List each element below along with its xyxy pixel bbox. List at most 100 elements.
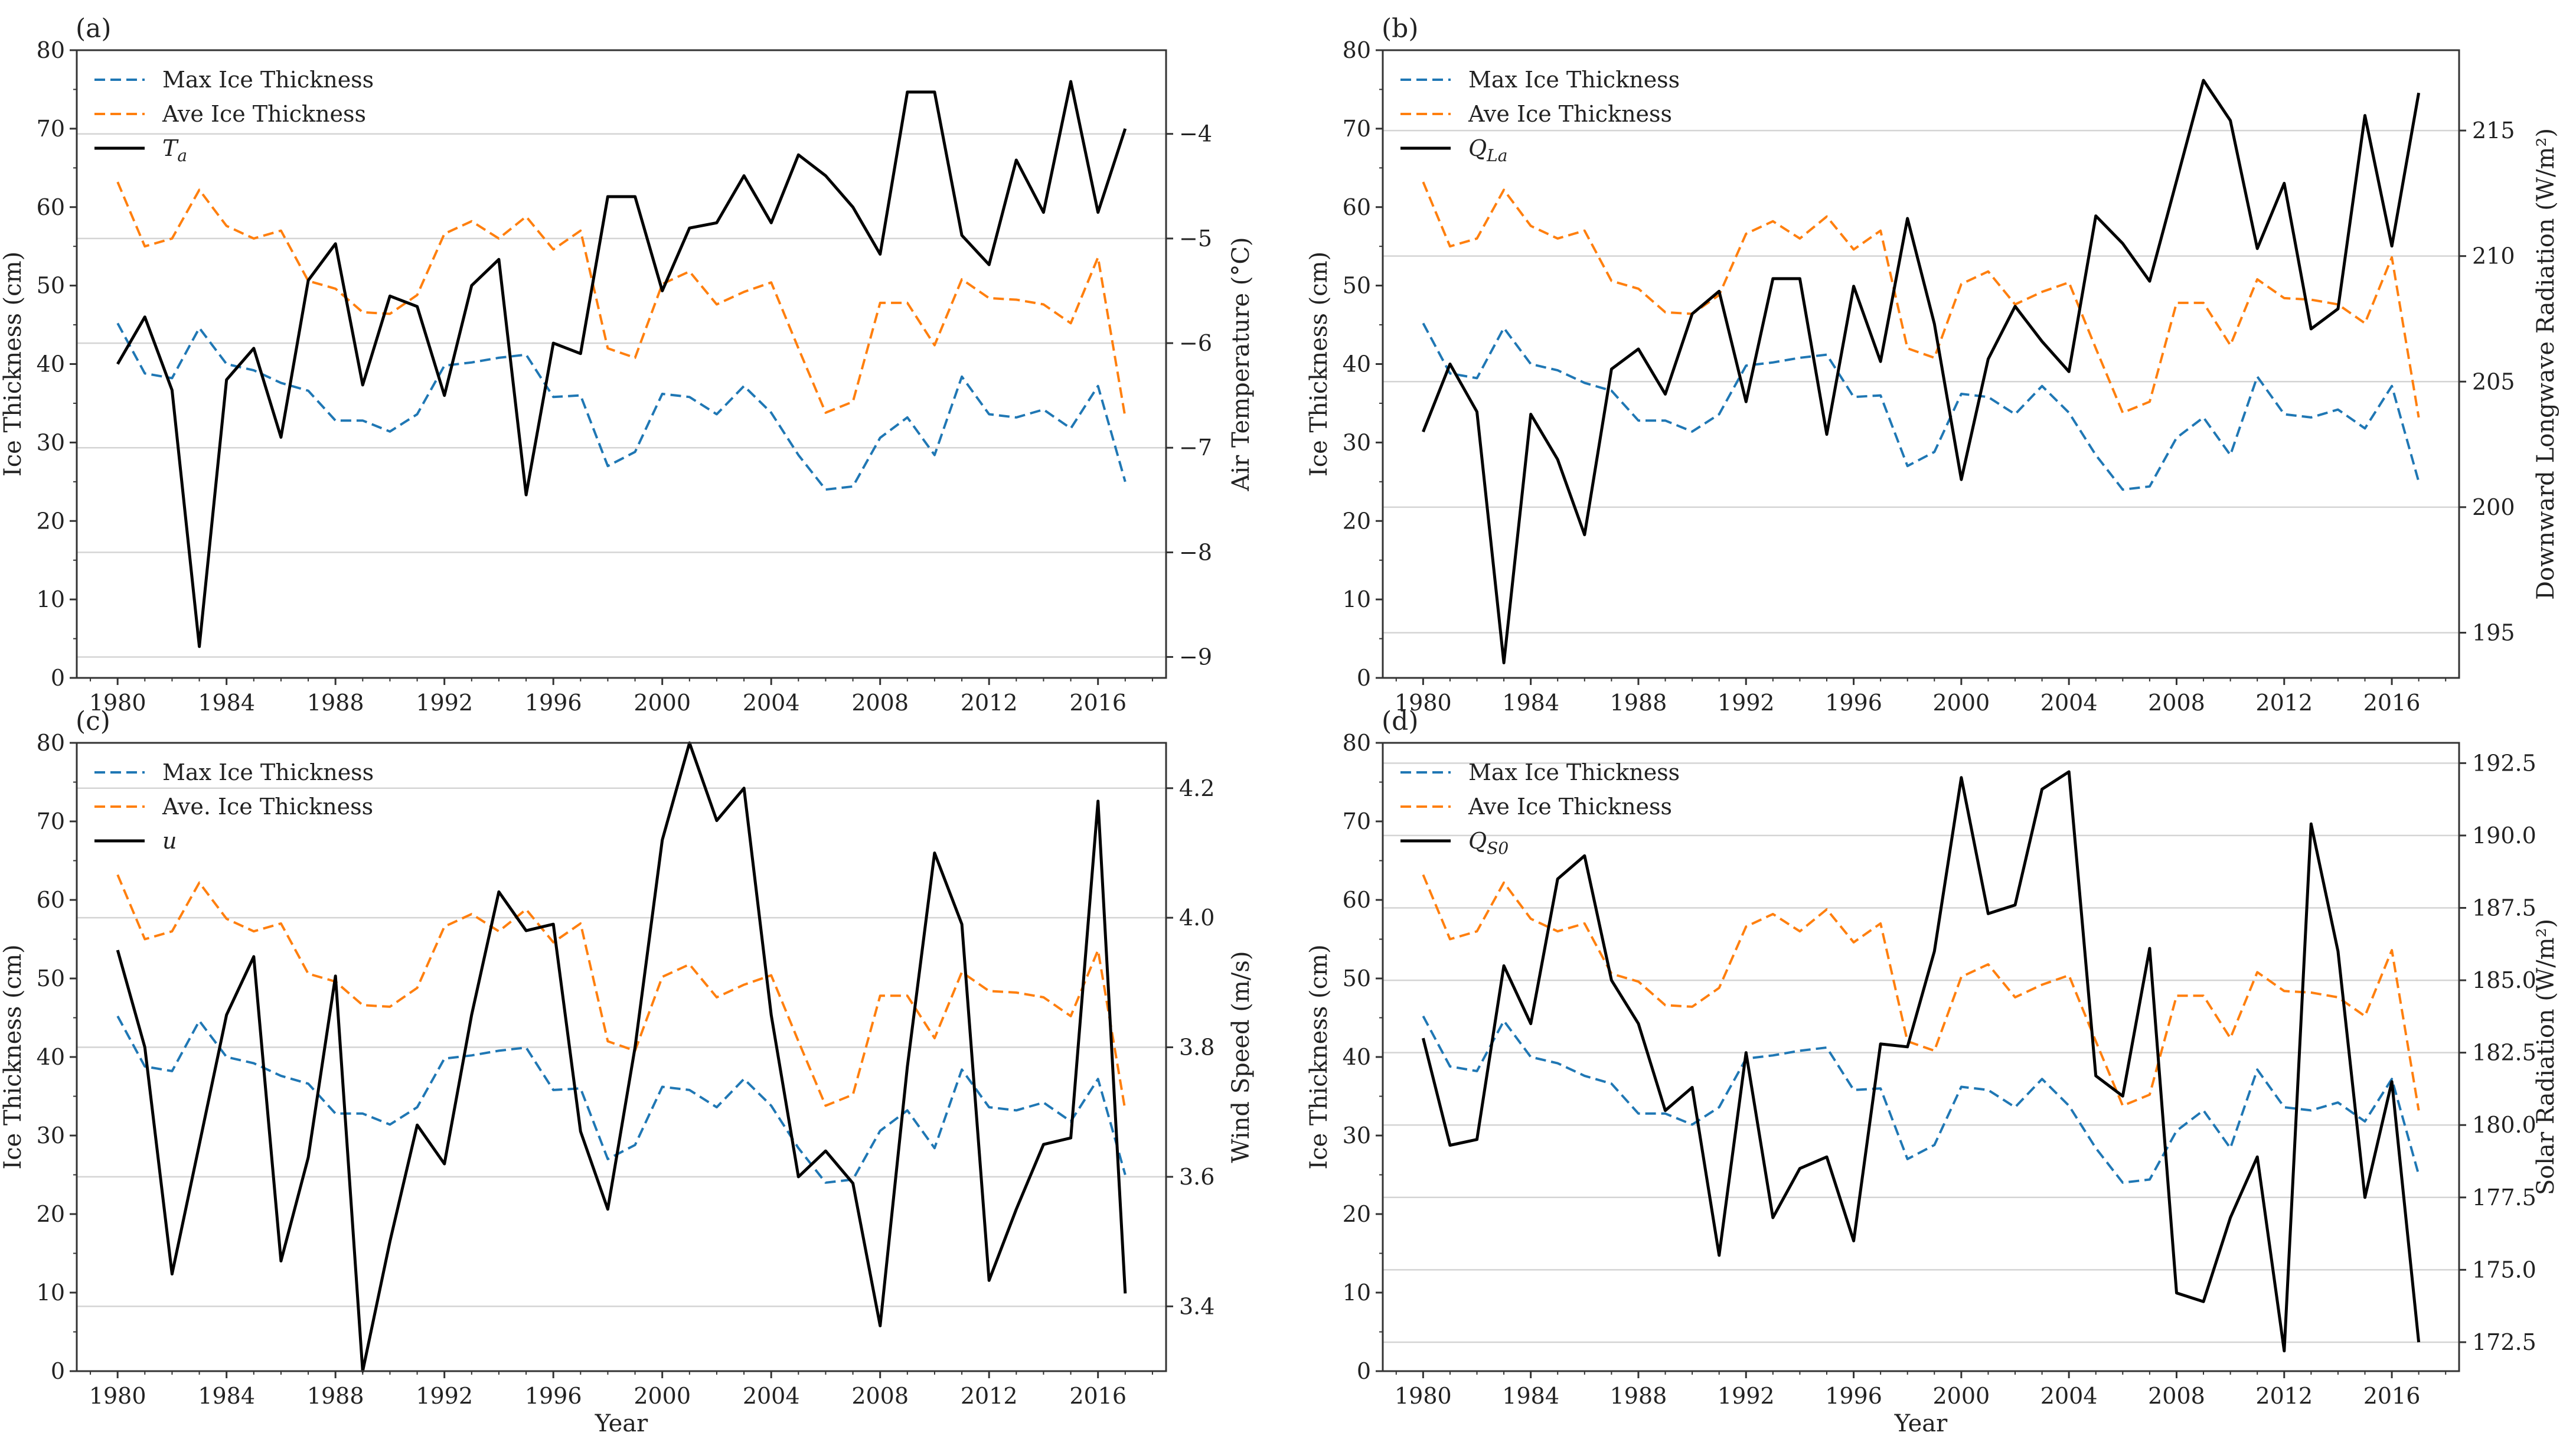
legend-label: Ave Ice Thickness: [1468, 101, 1672, 127]
panel-label: (a): [76, 14, 112, 44]
x-tick-label: 1980: [1395, 1383, 1452, 1409]
y-tick-label: 80: [1343, 730, 1371, 756]
x-tick-label: 2004: [743, 690, 800, 716]
y2-tick-label: 172.5: [2472, 1329, 2536, 1355]
x-tick-label: 1980: [1395, 690, 1452, 716]
y-tick-label: 80: [1343, 37, 1371, 63]
y-tick-label: 0: [1357, 1358, 1371, 1384]
y-tick-label: 60: [37, 887, 65, 913]
x-tick-label: 2000: [634, 1383, 691, 1409]
x-tick-label: 1984: [1502, 690, 1559, 716]
legend-label: Ave Ice Thickness: [162, 101, 366, 127]
y-tick-label: 70: [37, 116, 65, 142]
legend-label: Max Ice Thickness: [162, 67, 374, 93]
x-tick-label: 2008: [2148, 690, 2205, 716]
y2-axis-label: Air Temperature (°C): [1227, 237, 1255, 491]
x-tick-label: 2000: [1933, 690, 1990, 716]
y-tick-label: 0: [51, 665, 65, 691]
y-tick-label: 80: [37, 730, 65, 756]
series-line-ave-ice-thickness: [116, 874, 1127, 1111]
x-tick-label: 1980: [89, 690, 146, 716]
legend-label: QLa: [1468, 135, 1507, 165]
y-tick-label: 0: [1357, 665, 1371, 691]
x-axis-label: Year: [1894, 1410, 1948, 1437]
y2-tick-label: −8: [1179, 539, 1212, 565]
legend-label: Max Ice Thickness: [1468, 67, 1680, 93]
panel-label: (c): [76, 706, 110, 736]
panel-label: (d): [1382, 706, 1419, 736]
y2-axis-label: Wind Speed (m/s): [1227, 951, 1255, 1163]
x-tick-label: 2008: [851, 690, 909, 716]
y2-tick-label: 177.5: [2472, 1185, 2536, 1211]
y-tick-label: 40: [37, 351, 65, 377]
series-line-t-a: [116, 80, 1127, 648]
y2-axis-label: Solar Radiation (W/m²): [2532, 919, 2559, 1195]
x-axis-label: Year: [595, 1410, 648, 1437]
x-tick-label: 1992: [416, 1383, 473, 1409]
y2-tick-label: 4.0: [1179, 905, 1214, 931]
y-tick-label: 40: [1343, 351, 1371, 377]
x-tick-label: 2012: [961, 690, 1018, 716]
x-tick-label: 2004: [743, 1383, 800, 1409]
y-tick-label: 70: [1343, 116, 1371, 142]
legend-label: Ave Ice Thickness: [1468, 794, 1672, 820]
x-tick-label: 2004: [2040, 690, 2098, 716]
series-line-ave-ice-thickness: [1422, 874, 2420, 1111]
legend: Max Ice Thickness Ave. Ice Thickness u: [94, 759, 374, 854]
chart-panel-d: 0 10 20 30 40 50 60 70 80 172.5 175.0 177.5 180.0 182…: [1305, 706, 2559, 1437]
y-tick-label: 60: [1343, 887, 1371, 913]
y2-tick-label: 195: [2472, 619, 2515, 645]
series-line-max-ice-thickness: [1422, 1015, 2420, 1184]
y-axis-label: Ice Thickness (cm): [0, 944, 27, 1169]
x-tick-label: 2016: [1069, 690, 1127, 716]
x-tick-label: 1984: [198, 690, 255, 716]
series-line-q-la: [1422, 79, 2421, 664]
series-line-ave-ice-thickness: [1422, 181, 2420, 418]
legend-label: Ta: [162, 135, 187, 165]
y-tick-label: 20: [1343, 1201, 1371, 1227]
x-tick-label: 2008: [2148, 1383, 2205, 1409]
y-tick-label: 20: [37, 1201, 65, 1227]
y2-tick-label: 175.0: [2472, 1257, 2536, 1283]
y-tick-label: 30: [1343, 1123, 1371, 1149]
y-tick-label: 30: [37, 1123, 65, 1149]
y2-tick-label: 210: [2472, 243, 2515, 269]
chart-panel-b: 0 10 20 30 40 50 60 70 80 195 200 205 210 215 1980 1984…: [1305, 14, 2559, 716]
y2-tick-label: −9: [1179, 644, 1212, 670]
x-tick-label: 1996: [525, 690, 582, 716]
y2-tick-label: 205: [2472, 368, 2515, 394]
x-tick-label: 1988: [1610, 690, 1667, 716]
y2-tick-label: 182.5: [2472, 1040, 2536, 1066]
x-tick-label: 2016: [2363, 1383, 2421, 1409]
y-tick-label: 30: [1343, 429, 1371, 455]
y-tick-label: 10: [37, 586, 65, 612]
y-tick-label: 60: [1343, 194, 1371, 220]
x-tick-label: 2016: [2363, 690, 2421, 716]
legend-label: QS0: [1468, 828, 1509, 858]
x-tick-label: 1992: [1718, 690, 1775, 716]
series-line-ave-ice-thickness: [116, 181, 1127, 418]
x-tick-label: 2000: [1933, 1383, 1990, 1409]
x-tick-label: 2000: [634, 690, 691, 716]
x-tick-label: 1992: [1718, 1383, 1775, 1409]
y-tick-label: 20: [37, 508, 65, 534]
plot-frame: [76, 49, 1167, 679]
y2-tick-label: 192.5: [2472, 750, 2536, 776]
x-tick-label: 2008: [851, 1383, 909, 1409]
y2-axis-label: Downward Longwave Radiation (W/m²): [2532, 128, 2559, 600]
y-tick-label: 10: [1343, 586, 1371, 612]
x-tick-label: 2016: [1069, 1383, 1127, 1409]
legend: Max Ice Thickness Ave Ice Thickness QS0: [1400, 759, 1680, 858]
y2-tick-label: 3.8: [1179, 1035, 1214, 1061]
y-tick-label: 40: [37, 1044, 65, 1070]
y-tick-label: 20: [1343, 508, 1371, 534]
y2-tick-label: 3.6: [1179, 1164, 1214, 1190]
y-tick-label: 50: [1343, 965, 1371, 991]
legend-label: u: [162, 828, 177, 854]
y-tick-label: 70: [37, 808, 65, 834]
chart-panel-a: 0 10 20 30 40 50 60 70 80 −9 −8 −7 −6 −5 −4 1980 1984 198…: [0, 14, 1255, 716]
x-tick-label: 1988: [307, 690, 364, 716]
plot-frame: [1382, 742, 2460, 1372]
y-tick-label: 60: [37, 194, 65, 220]
y-tick-label: 50: [37, 965, 65, 991]
